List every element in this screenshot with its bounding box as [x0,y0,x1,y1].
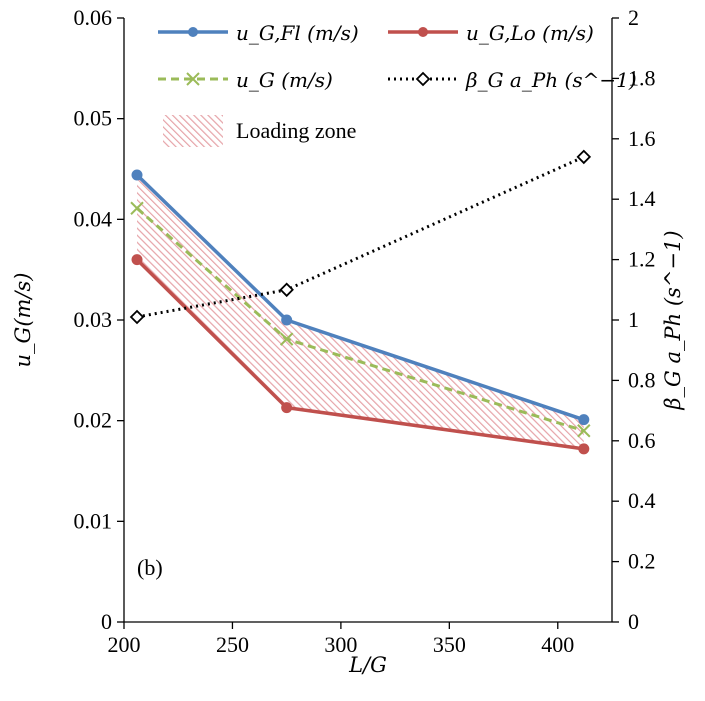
series-2-point-1 [279,332,294,346]
loading-zone-area [137,175,584,449]
y-right-tick-label-4: 0.8 [628,367,656,392]
y-axis-left-title: u_G(m/s) [11,273,35,368]
series-1-point-1 [281,402,293,414]
legend-marker-u-g-fl [188,27,198,37]
legend-label-beta: β_G a_Ph (s^−1) [465,68,637,92]
legend-marker-beta [415,71,431,87]
axes: 0 0.01 0.02 0.03 0.04 0.05 0.06 0 0.2 0.4 0.6 0.8 1 1… [11,5,685,677]
series-3-point-0 [129,309,145,325]
x-tick-label-2: 300 [324,632,357,657]
series-1-point-0 [131,254,143,266]
y-left-tick-label-2: 0.02 [74,408,113,433]
x-tick-label-4: 400 [541,632,574,657]
series-0-point-2 [578,414,590,426]
y-right-tick-label-1: 0.2 [628,549,656,574]
series-2-point-2 [577,424,591,438]
y-right-tick-label-2: 0.4 [628,488,656,513]
y-left-tick-label-6: 0.06 [74,5,113,30]
legend-label-u-g-fl: u_G,Fl (m/s) [236,21,359,45]
series-2-point-0 [130,201,144,215]
x-tick-label-1: 250 [216,632,249,657]
legend-label-u-g: u_G (m/s) [236,68,333,92]
legend: u_G,Fl (m/s) u_G,Lo (m/s) u_G (m/s) β_G … [158,21,637,147]
panel-label: (b) [137,555,163,580]
legend-marker-u-g-lo [418,27,428,37]
y-left-tick-label-4: 0.04 [74,206,113,231]
y-right-tick-label-5: 1 [628,307,639,332]
series-3-point-1 [279,282,294,298]
y-right-tick-label-8: 1.6 [628,126,656,151]
legend-marker-u-g [186,72,200,86]
y-left-tick-label-0: 0 [101,609,112,634]
y-right-tick-label-9: 1.8 [628,65,656,90]
y-right-tick-label-7: 1.4 [628,186,656,211]
y-axis-right-title: β_G a_Ph (s^−1) [661,230,685,410]
y-left-tick-label-3: 0.03 [74,307,113,332]
y-left-tick-label-5: 0.05 [74,106,113,131]
plot-area [129,149,592,455]
y-right-tick-label-10: 2 [628,5,639,30]
legend-label-loading-zone: Loading zone [236,118,356,143]
series-1-point-2 [578,443,590,455]
y-left-tick-label-1: 0.01 [74,508,113,533]
legend-swatch-loading-zone [163,115,223,147]
y-right-tick-label-0: 0 [628,609,639,634]
series-0-point-0 [131,169,143,181]
series-3-point-2 [576,149,592,165]
x-tick-label-0: 200 [108,632,141,657]
legend-label-u-g-lo: u_G,Lo (m/s) [466,21,594,45]
x-tick-label-3: 350 [433,632,466,657]
series-0-point-1 [281,314,293,326]
x-axis-title: L/G [348,653,387,677]
y-right-tick-label-3: 0.6 [628,428,656,453]
y-right-tick-label-6: 1.2 [628,247,656,272]
